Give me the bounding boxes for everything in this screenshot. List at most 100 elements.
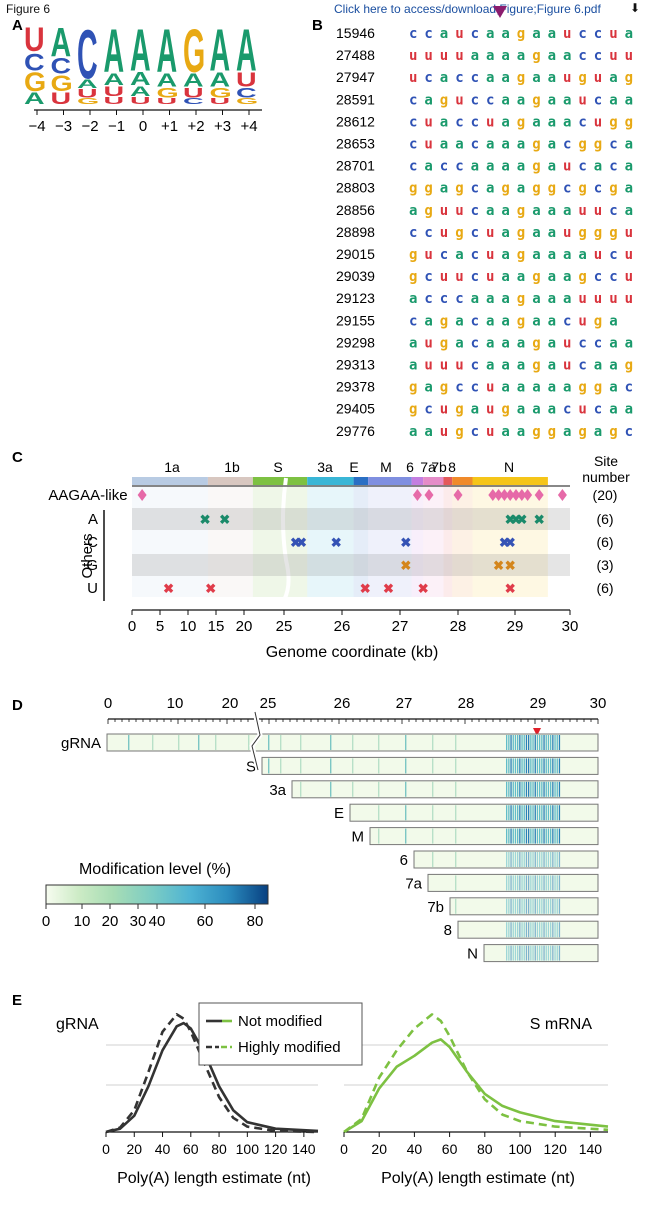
track-hot-stripe: [519, 781, 521, 797]
gene-label-1a: 1a: [164, 459, 180, 475]
track-hot-stripe: [517, 828, 519, 844]
sequence-nucleotide: g: [532, 424, 540, 440]
sequence-nucleotide: a: [609, 70, 617, 86]
track-hot-stripe: [550, 922, 552, 938]
colorbar-tick-label: 40: [149, 913, 166, 930]
logo-tick-label: −3: [55, 118, 72, 135]
sequence-nucleotide: a: [440, 137, 448, 153]
sequence-nucleotide: g: [625, 358, 633, 374]
download-link[interactable]: Click here to access/download;Figure;Fig…: [334, 2, 601, 16]
track-hot-stripe: [506, 945, 508, 961]
track-hot-stripe: [517, 735, 519, 750]
track-hot-stripe: [550, 852, 552, 867]
site-marker-diamond: [424, 489, 434, 501]
sequence-nucleotide: c: [609, 203, 617, 219]
track-hot-stripe: [554, 852, 556, 867]
sequence-nucleotide: u: [563, 26, 571, 42]
track-hot-stripe: [508, 898, 510, 914]
sequence-nucleotide: c: [409, 137, 417, 153]
sequence-nucleotide: u: [424, 48, 432, 64]
logo-letter: A: [104, 18, 125, 86]
site-marker-x: ✖: [534, 512, 545, 527]
track-hot-stripe: [510, 828, 512, 844]
track-hot-stripe: [521, 781, 523, 797]
track-stripe: [432, 852, 434, 867]
sequence-nucleotide: c: [625, 380, 633, 396]
sequence-nucleotide: c: [471, 114, 479, 130]
sequence-nucleotide: g: [455, 225, 463, 241]
logo-letter: A: [104, 70, 125, 88]
logo-letter-glyph: U: [51, 89, 72, 107]
track-hot-stripe: [550, 805, 552, 821]
track-hot-stripe: [536, 898, 539, 914]
sequence-nucleotide: c: [424, 70, 432, 86]
track-hot-stripe: [512, 898, 514, 914]
track-hot-stripe: [521, 852, 523, 867]
sequence-nucleotide: g: [517, 225, 525, 241]
colorbar: [45, 884, 269, 905]
sequence-nucleotide: c: [471, 70, 479, 86]
sequence-nucleotide: g: [578, 380, 586, 396]
sequence-nucleotide: u: [486, 424, 494, 440]
track-hot-stripe: [510, 945, 512, 961]
track-hot-stripe: [523, 828, 525, 844]
track-hot-stripe: [545, 945, 547, 961]
gene-label-8: 8: [448, 459, 456, 475]
track-hot-stripe: [528, 875, 530, 891]
sequence-nucleotide: a: [625, 335, 633, 351]
track-hot-stripe: [541, 758, 543, 774]
sequence-nucleotide: g: [532, 159, 540, 175]
track-stripe: [300, 735, 302, 750]
sequence-nucleotide: a: [563, 269, 571, 285]
site-marker-x: ✖: [505, 512, 516, 527]
track-hot-stripe: [539, 898, 541, 914]
logo-letter: G: [236, 97, 258, 106]
track-stripe: [178, 735, 180, 750]
track-stripe: [378, 758, 380, 774]
track-hot-stripe: [514, 852, 517, 867]
site-marker-x: ✖: [296, 535, 307, 550]
sequence-nucleotide: a: [501, 159, 509, 175]
poly-a-x-tick-label: 80: [477, 1141, 493, 1157]
logo-letter: A: [77, 77, 98, 91]
genome-x-tick-label: 0: [128, 618, 136, 635]
track-hot-stripe: [536, 781, 539, 797]
sequence-nucleotide: u: [424, 247, 432, 263]
track-hot-stripe: [512, 758, 514, 774]
sequence-nucleotide: a: [501, 247, 509, 263]
sequence-nucleotide: a: [486, 291, 494, 307]
track-hot-stripe: [552, 945, 554, 961]
track-hot-stripe: [521, 945, 523, 961]
track-stripe: [455, 758, 457, 774]
track-hot-stripe: [530, 758, 532, 774]
track-hot-stripe: [517, 852, 519, 867]
sequence-nucleotide: a: [548, 114, 556, 130]
track-hot-stripe: [525, 828, 528, 844]
track-hot-stripe: [523, 805, 525, 821]
sequence-nucleotide: a: [501, 424, 509, 440]
track-hot-stripe: [541, 922, 543, 938]
download-icon[interactable]: ⬇: [630, 1, 641, 15]
sequence-nucleotide: a: [501, 335, 509, 351]
track-stripe: [405, 758, 407, 774]
sequence-nucleotide: a: [625, 203, 633, 219]
sequence-nucleotide: c: [471, 26, 479, 42]
poly-a-x-tick-label: 140: [579, 1141, 603, 1157]
sequence-nucleotide: a: [563, 92, 571, 108]
track-hot-stripe: [525, 898, 528, 914]
track-hot-stripe: [545, 805, 547, 821]
sequence-nucleotide: u: [594, 247, 602, 263]
sequence-nucleotide: c: [609, 137, 617, 153]
poly-a-x-tick-label: 100: [508, 1141, 532, 1157]
track-stripe: [330, 758, 332, 774]
logo-letter: U: [24, 20, 45, 59]
sequence-nucleotide: a: [486, 26, 494, 42]
track-hot-stripe: [547, 875, 550, 891]
logo-letter: U: [157, 97, 178, 106]
sequence-nucleotide: c: [471, 380, 479, 396]
sequence-nucleotide: g: [578, 424, 586, 440]
sequence-nucleotide: a: [517, 358, 525, 374]
gene-label-M: M: [380, 459, 392, 475]
track-hot-stripe: [543, 735, 545, 750]
track-hot-stripe: [545, 875, 547, 891]
